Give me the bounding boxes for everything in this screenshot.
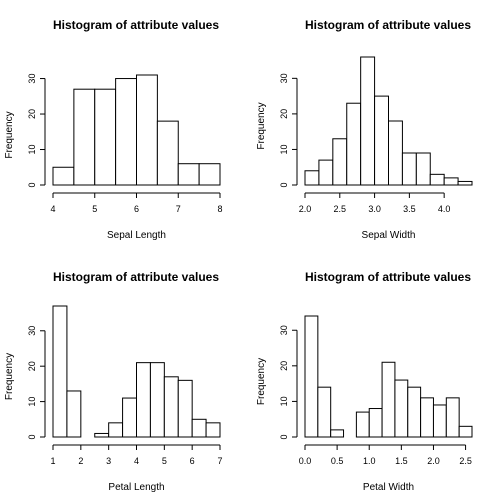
x-tick-label: 4 <box>134 456 139 466</box>
x-tick-label: 8 <box>217 204 222 214</box>
x-tick-label: 4.0 <box>438 204 451 214</box>
histogram-bar <box>368 408 383 438</box>
histogram-bar <box>407 386 422 438</box>
histogram-bar <box>330 429 345 438</box>
panel-title: Histogram of attribute values <box>53 270 219 284</box>
x-tick-label: 2.5 <box>459 456 472 466</box>
x-tick-label: 1 <box>50 456 55 466</box>
x-tick-label: 0.5 <box>331 456 344 466</box>
x-axis-label: Petal Width <box>363 482 414 493</box>
histogram-bar <box>429 173 445 186</box>
x-tick-label: 7 <box>217 456 222 466</box>
y-tick-label: 30 <box>27 326 37 336</box>
y-tick-label: 10 <box>27 145 37 155</box>
histogram-bar <box>122 397 138 438</box>
y-tick-label: 20 <box>27 109 37 119</box>
y-tick-label: 0 <box>27 182 37 187</box>
histogram-bar <box>66 390 82 438</box>
histogram-bar <box>52 166 75 186</box>
histogram-bar <box>457 180 473 186</box>
x-tick-label: 0.0 <box>299 456 312 466</box>
histogram-bar <box>401 152 417 186</box>
histogram-bar <box>304 315 319 438</box>
histogram-bar <box>198 163 221 186</box>
histogram-bar <box>94 432 110 438</box>
x-tick-label: 2.0 <box>427 456 440 466</box>
panel-sepal-length: Histogram of attribute values Sepal Leng… <box>4 18 223 241</box>
panel-title: Histogram of attribute values <box>53 18 219 32</box>
y-tick-label: 0 <box>27 434 37 439</box>
histogram-bar <box>156 120 179 186</box>
x-axis-label: Sepal Length <box>107 230 166 241</box>
histogram-bar <box>388 120 403 186</box>
y-tick-label: 0 <box>279 434 289 439</box>
histogram-bar <box>360 56 376 186</box>
x-tick-label: 2.5 <box>334 204 347 214</box>
panel-sepal-width: Histogram of attribute values Sepal Widt… <box>256 18 473 241</box>
histogram-bar <box>317 386 332 438</box>
histogram-bar <box>94 88 117 186</box>
histogram-bar <box>304 170 320 186</box>
histogram-bar <box>374 95 390 186</box>
histogram-bar <box>332 138 348 186</box>
x-tick-label: 1.5 <box>395 456 408 466</box>
y-axis-label: Frequency <box>256 358 267 405</box>
histogram-bar <box>445 397 460 438</box>
panel-title: Histogram of attribute values <box>305 270 471 284</box>
histogram-bar <box>52 305 68 438</box>
y-tick-label: 10 <box>279 396 289 406</box>
histogram-bar <box>443 177 459 186</box>
x-tick-label: 3 <box>106 456 111 466</box>
histogram-bar <box>108 422 124 438</box>
y-tick-label: 20 <box>279 361 289 371</box>
histogram-bar <box>355 411 370 438</box>
x-tick-label: 3.5 <box>403 204 416 214</box>
panel-petal-width: Histogram of attribute values Petal Widt… <box>256 270 473 493</box>
histogram-bar <box>394 379 409 438</box>
histogram-bar <box>191 418 207 438</box>
x-tick-label: 5 <box>162 456 167 466</box>
y-tick-label: 10 <box>27 397 37 407</box>
y-tick-label: 30 <box>27 74 37 84</box>
y-tick-label: 30 <box>279 325 289 335</box>
histogram-bar <box>177 379 193 438</box>
x-tick-label: 3.0 <box>368 204 381 214</box>
panel-petal-length: Histogram of attribute values Petal Leng… <box>4 270 223 493</box>
histogram-bar <box>136 74 158 186</box>
x-tick-label: 5 <box>92 204 97 214</box>
panel-title: Histogram of attribute values <box>305 18 471 32</box>
x-axis-label: Petal Length <box>108 482 164 493</box>
histogram-bar <box>318 159 334 186</box>
histogram-bar <box>136 362 151 438</box>
x-tick-label: 2 <box>78 456 83 466</box>
y-axis-label: Frequency <box>4 353 15 400</box>
y-tick-label: 0 <box>279 182 289 187</box>
x-tick-label: 6 <box>190 456 195 466</box>
histogram-bar <box>115 78 137 186</box>
x-tick-label: 4 <box>50 204 55 214</box>
y-tick-label: 30 <box>279 73 289 83</box>
histogram-bar <box>177 163 200 186</box>
histogram-bar <box>163 376 179 438</box>
x-tick-label: 7 <box>176 204 181 214</box>
x-axis-label: Sepal Width <box>362 230 416 241</box>
histogram-bar <box>149 362 165 438</box>
y-tick-label: 10 <box>279 144 289 154</box>
histogram-bar <box>432 404 447 438</box>
y-axis-label: Frequency <box>4 111 15 158</box>
x-tick-label: 6 <box>134 204 139 214</box>
histogram-bar <box>420 397 434 438</box>
y-axis-label: Frequency <box>256 102 267 149</box>
histogram-bar <box>73 88 96 186</box>
histogram-bar <box>346 102 362 186</box>
y-tick-label: 20 <box>27 361 37 371</box>
histogram-bar <box>458 425 473 438</box>
histogram-bar <box>381 361 396 438</box>
x-tick-label: 1.0 <box>363 456 376 466</box>
x-tick-label: 2.0 <box>299 204 312 214</box>
histogram-bar <box>205 422 221 438</box>
histogram-bar <box>415 152 431 186</box>
y-tick-label: 20 <box>279 109 289 119</box>
